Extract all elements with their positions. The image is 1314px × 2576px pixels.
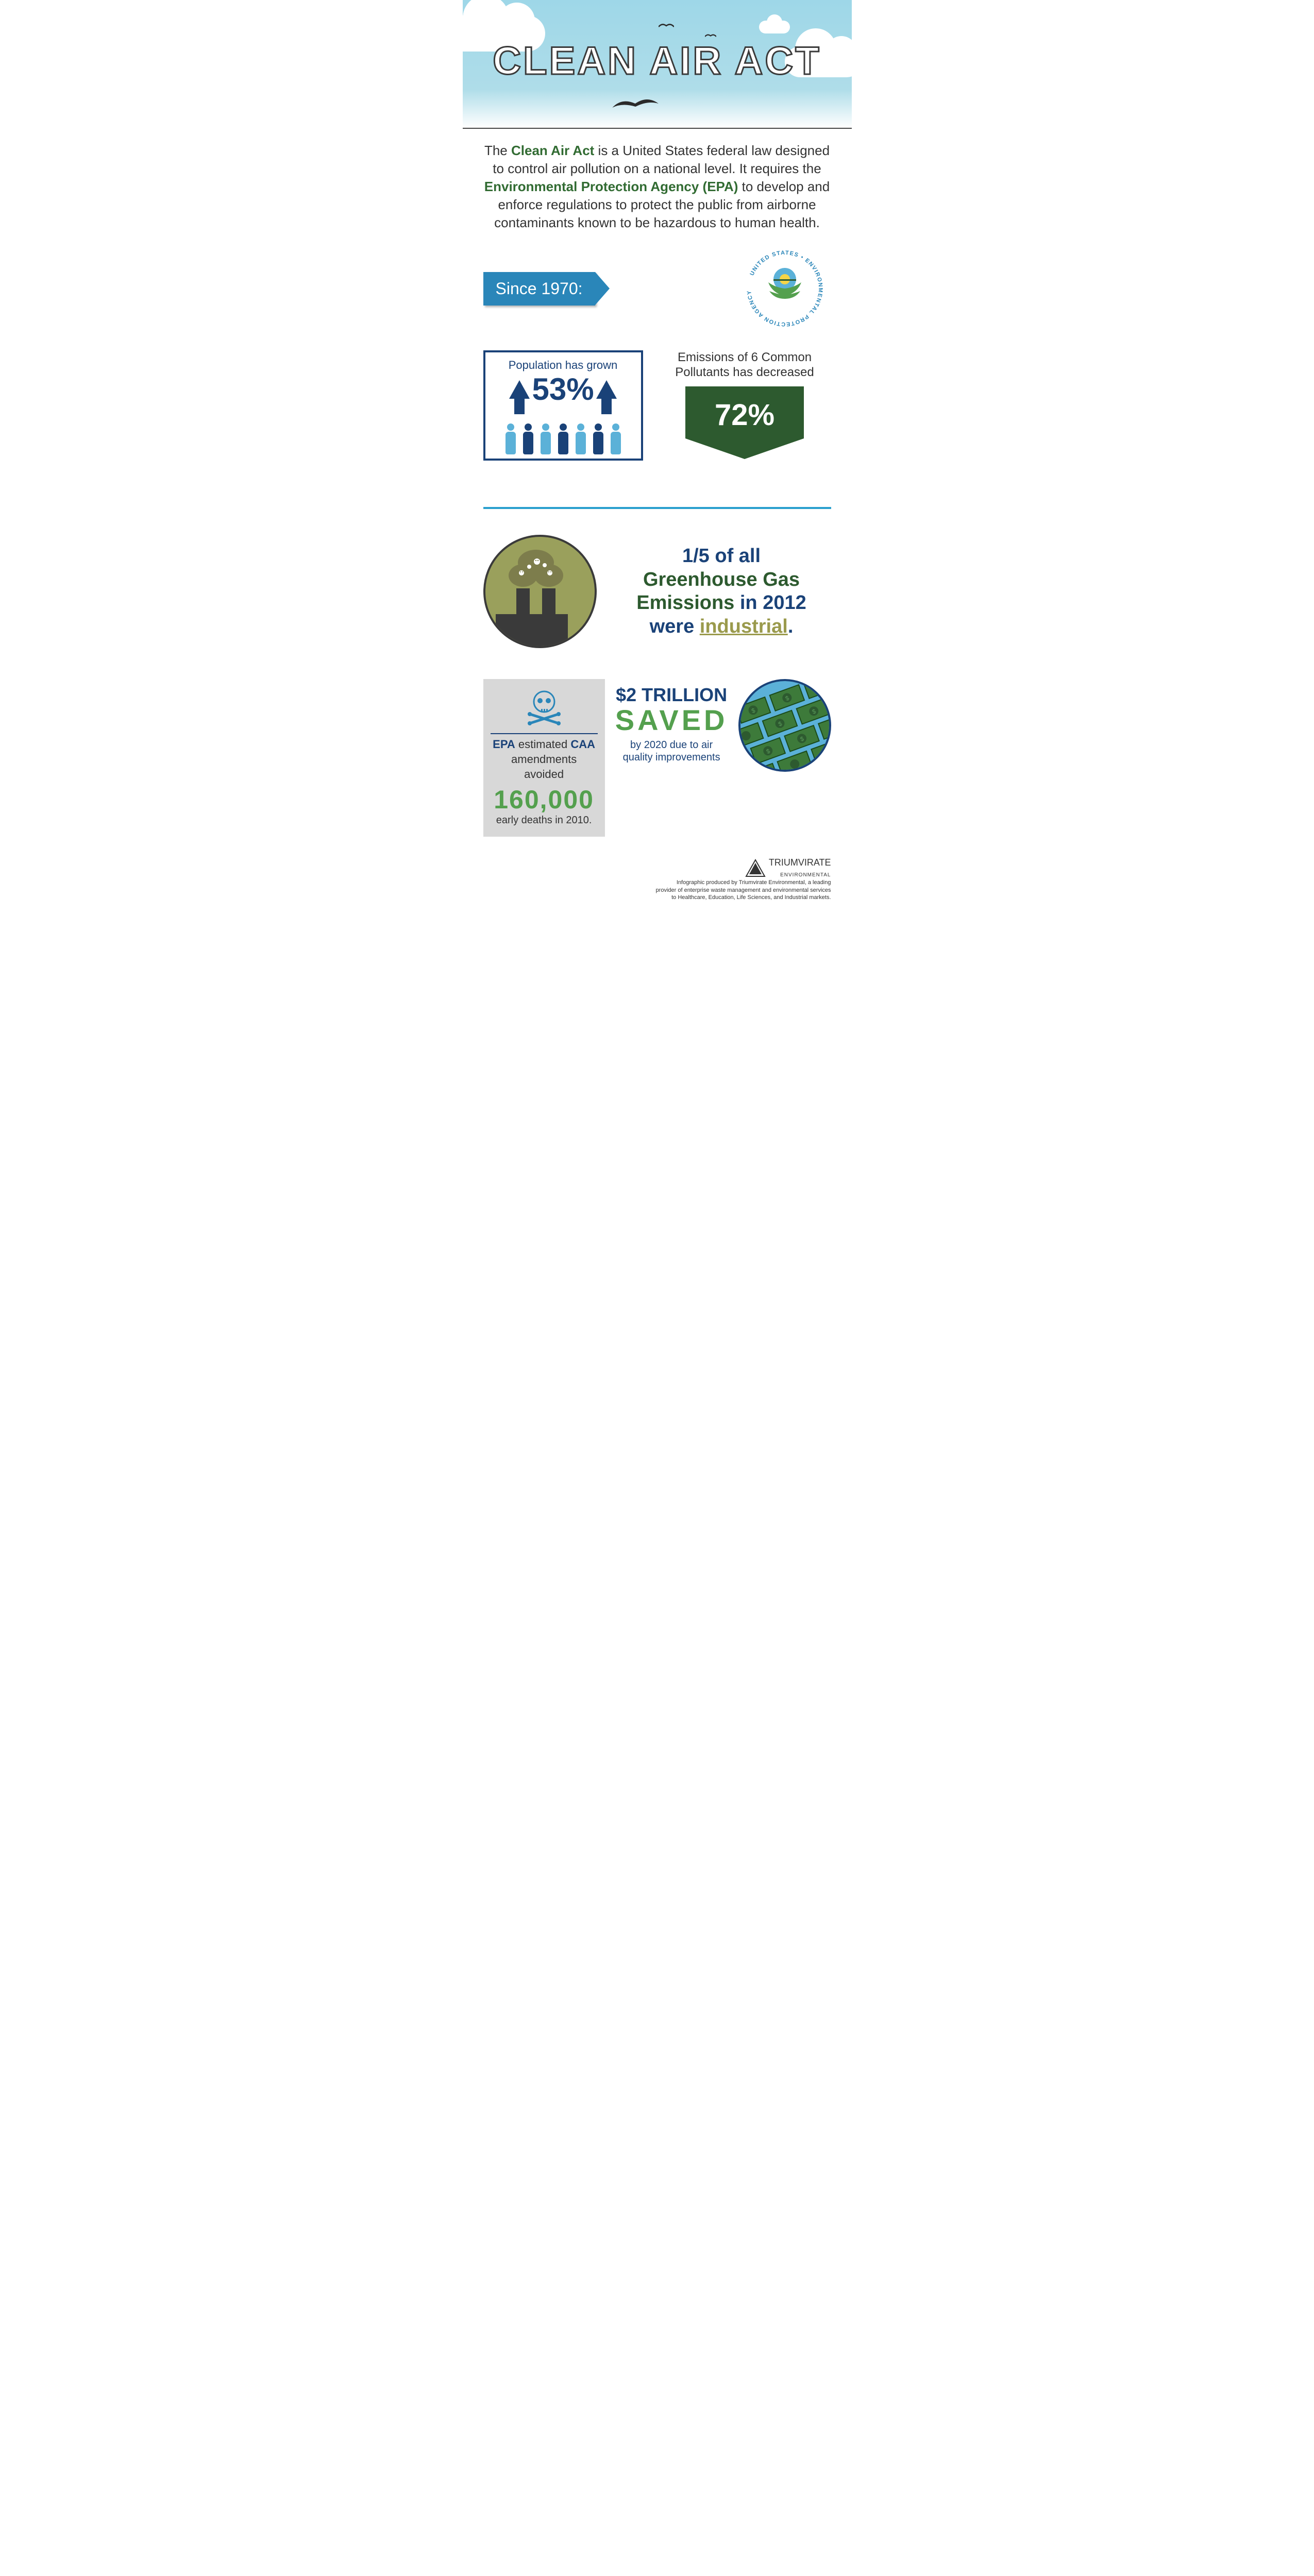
greenhouse-gas-text: 1/5 of all Greenhouse Gas Emissions in 2…	[612, 545, 831, 638]
greenhouse-gas-row: 1/5 of all Greenhouse Gas Emissions in 2…	[463, 524, 852, 658]
divider-line	[491, 733, 598, 734]
ghg-text: were	[650, 616, 700, 637]
saved-word: SAVED	[615, 706, 728, 735]
cloud-icon	[759, 21, 790, 33]
sky-header: CLEAN AIR ACT	[463, 0, 852, 129]
bird-icon	[611, 88, 660, 122]
population-label: Population has grown	[494, 359, 633, 372]
person-icon	[502, 423, 519, 454]
ghg-year: 2012	[763, 592, 806, 614]
arrow-up-icon	[509, 380, 530, 399]
person-icon	[572, 423, 589, 454]
bird-icon	[659, 18, 674, 35]
footer: TRIUMVIRATE ENVIRONMENTAL Infographic pr…	[463, 847, 852, 917]
intro-paragraph: The Clean Air Act is a United States fed…	[463, 129, 852, 242]
since-row: Since 1970: UNITED STATES • ENVIRONMENTA…	[463, 242, 852, 340]
arrow-up-icon	[596, 380, 617, 399]
since-banner: Since 1970:	[483, 272, 595, 306]
footer-logo-text: TRIUMVIRATE	[769, 857, 831, 868]
ghg-text: in	[734, 592, 763, 614]
triumvirate-logo: TRIUMVIRATE ENVIRONMENTAL	[656, 857, 831, 879]
population-value: 53%	[532, 374, 594, 405]
intro-highlight: Environmental Protection Agency (EPA)	[484, 179, 738, 194]
saved-box: $2 TRILLION SAVED by 2020 due to air qua…	[615, 679, 728, 764]
ghg-industrial: industrial	[700, 616, 788, 637]
person-icon	[608, 423, 624, 454]
ghg-fraction: 1/5	[682, 545, 710, 567]
intro-text: The	[484, 143, 511, 158]
ghg-text: .	[788, 616, 794, 637]
bottom-row: EPA estimated CAA amendments avoided 160…	[463, 658, 852, 847]
population-box: Population has grown 53%	[483, 350, 643, 461]
emissions-value: 72%	[685, 386, 804, 438]
ghg-text: of all	[710, 545, 761, 567]
deaths-text: EPA estimated CAA amendments avoided	[491, 737, 598, 782]
emissions-label: Emissions of 6 Common Pollutants has dec…	[659, 350, 831, 380]
section-divider	[483, 507, 831, 509]
saved-sub: by 2020 due to air quality improvements	[615, 739, 728, 764]
page-title: CLEAN AIR ACT	[493, 39, 821, 83]
footer-text: Infographic produced by Triumvirate Envi…	[656, 879, 831, 901]
money-icon: $ $ $ $ $ $	[738, 679, 831, 772]
triangle-icon	[745, 859, 766, 877]
person-icon	[590, 423, 607, 454]
person-icon	[555, 423, 571, 454]
person-icon	[537, 423, 554, 454]
people-icons	[494, 423, 633, 454]
factory-icon	[483, 535, 597, 648]
skull-icon	[491, 689, 598, 728]
deaths-number: 160,000	[491, 785, 598, 815]
deaths-box: EPA estimated CAA amendments avoided 160…	[483, 679, 605, 837]
stats-row: Population has grown 53% Emissions of 6 …	[463, 340, 852, 471]
saved-amount: $2 TRILLION	[615, 684, 728, 706]
person-icon	[520, 423, 536, 454]
deaths-sub: early deaths in 2010.	[491, 815, 598, 826]
intro-highlight: Clean Air Act	[511, 143, 594, 158]
footer-logo-sub: ENVIRONMENTAL	[780, 872, 831, 878]
epa-logo: UNITED STATES • ENVIRONMENTAL PROTECTION…	[744, 247, 826, 330]
emissions-box: Emissions of 6 Common Pollutants has dec…	[659, 350, 831, 461]
